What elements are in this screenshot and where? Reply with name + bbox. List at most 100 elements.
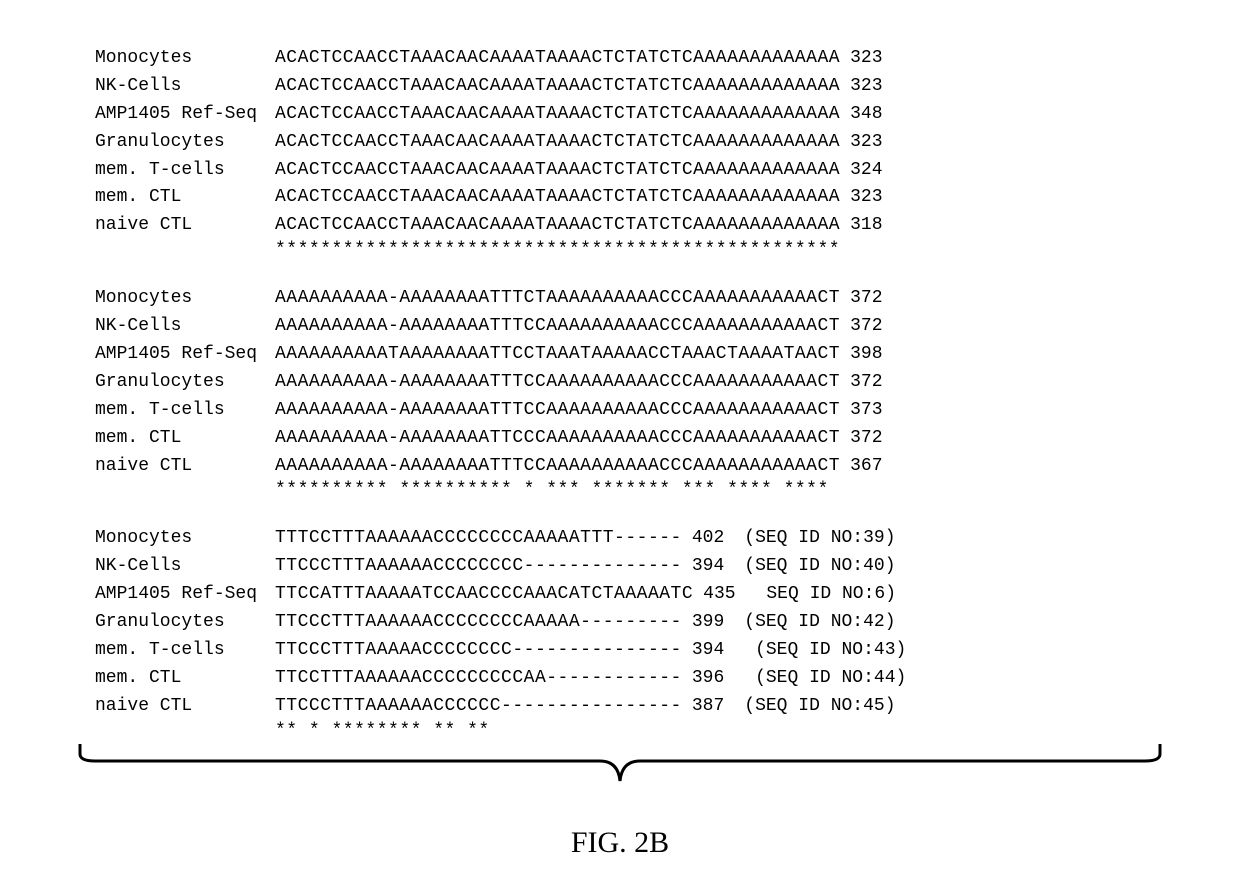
consensus-line: ********** ********** * *** ******* *** … bbox=[275, 480, 1160, 500]
sequence-row: GranulocytesTTCCCTTTAAAAAACCCCCCCCAAAAA-… bbox=[95, 609, 1160, 637]
sequence-label: mem. T-cells bbox=[95, 397, 275, 425]
sequence-label: mem. T-cells bbox=[95, 637, 275, 665]
sequence-position: 399 bbox=[692, 609, 724, 637]
sequence-position: 372 bbox=[850, 313, 882, 341]
sequence-position: 396 bbox=[692, 665, 724, 693]
sequence-text: TTCCTTTAAAAAACCCCCCCCCAA------------ bbox=[275, 665, 682, 693]
sequence-row: mem. T-cellsTTCCCTTTAAAAACCCCCCCC-------… bbox=[95, 637, 1160, 665]
sequence-row: mem. T-cellsACACTCCAACCTAAACAACAAAATAAAA… bbox=[95, 157, 1160, 185]
alignment-block: MonocytesACACTCCAACCTAAACAACAAAATAAAACTC… bbox=[95, 45, 1160, 260]
alignment-block: MonocytesTTTCCTTTAAAAAACCCCCCCCAAAAATTT-… bbox=[95, 525, 1160, 740]
sequence-row: mem. T-cellsAAAAAAAAAA-AAAAAAAATTTCCAAAA… bbox=[95, 397, 1160, 425]
sequence-position: 348 bbox=[850, 101, 882, 129]
sequence-text: TTTCCTTTAAAAAACCCCCCCCAAAAATTT------ bbox=[275, 525, 682, 553]
sequence-label: naive CTL bbox=[95, 212, 275, 240]
sequence-row: NK-CellsTTCCCTTTAAAAAACCCCCCCC----------… bbox=[95, 553, 1160, 581]
sequence-position: 394 bbox=[692, 553, 724, 581]
sequence-text: ACACTCCAACCTAAACAACAAAATAAAACTCTATCTCAAA… bbox=[275, 212, 840, 240]
sequence-position: 394 bbox=[692, 637, 724, 665]
sequence-position: 372 bbox=[850, 425, 882, 453]
sequence-text: TTCCATTTAAAAATCCAACCCCAAACATCTAAAAATC bbox=[275, 581, 693, 609]
sequence-label: mem. CTL bbox=[95, 184, 275, 212]
sequence-label: Monocytes bbox=[95, 525, 275, 553]
sequence-label: NK-Cells bbox=[95, 553, 275, 581]
sequence-row: naive CTLTTCCCTTTAAAAAACCCCCC-----------… bbox=[95, 693, 1160, 721]
sequence-text: TTCCCTTTAAAAAACCCCCCCCAAAAA--------- bbox=[275, 609, 682, 637]
sequence-row: naive CTLACACTCCAACCTAAACAACAAAATAAAACTC… bbox=[95, 212, 1160, 240]
seq-id: (SEQ ID NO:40) bbox=[744, 553, 895, 581]
sequence-text: AAAAAAAAAA-AAAAAAAATTTCCAAAAAAAAAACCCAAA… bbox=[275, 313, 840, 341]
sequence-text: ACACTCCAACCTAAACAACAAAATAAAACTCTATCTCAAA… bbox=[275, 45, 840, 73]
sequence-label: NK-Cells bbox=[95, 313, 275, 341]
sequence-position: 435 bbox=[703, 581, 735, 609]
sequence-text: AAAAAAAAAA-AAAAAAAATTTCCAAAAAAAAAACCCAAA… bbox=[275, 397, 840, 425]
sequence-label: Granulocytes bbox=[95, 129, 275, 157]
seq-id: (SEQ ID NO:44) bbox=[744, 665, 906, 693]
sequence-position: 398 bbox=[850, 341, 882, 369]
sequence-label: AMP1405 Ref-Seq bbox=[95, 581, 275, 609]
sequence-position: 324 bbox=[850, 157, 882, 185]
sequence-text: AAAAAAAAAA-AAAAAAAATTTCCAAAAAAAAAACCCAAA… bbox=[275, 453, 840, 481]
sequence-position: 372 bbox=[850, 369, 882, 397]
sequence-position: 323 bbox=[850, 73, 882, 101]
sequence-row: naive CTLAAAAAAAAAA-AAAAAAAATTTCCAAAAAAA… bbox=[95, 453, 1160, 481]
sequence-row: NK-CellsAAAAAAAAAA-AAAAAAAATTTCCAAAAAAAA… bbox=[95, 313, 1160, 341]
sequence-label: AMP1405 Ref-Seq bbox=[95, 101, 275, 129]
figure-bracket bbox=[70, 739, 1170, 805]
seq-id: (SEQ ID NO:45) bbox=[744, 693, 895, 721]
sequence-label: Monocytes bbox=[95, 285, 275, 313]
sequence-text: AAAAAAAAAATAAAAAAAATTCCTAAATAAAAACCTAAAC… bbox=[275, 341, 840, 369]
sequence-text: ACACTCCAACCTAAACAACAAAATAAAACTCTATCTCAAA… bbox=[275, 157, 840, 185]
sequence-position: 318 bbox=[850, 212, 882, 240]
sequence-row: MonocytesAAAAAAAAAA-AAAAAAAATTTCTAAAAAAA… bbox=[95, 285, 1160, 313]
sequence-row: mem. CTLTTCCTTTAAAAAACCCCCCCCCAA--------… bbox=[95, 665, 1160, 693]
sequence-text: ACACTCCAACCTAAACAACAAAATAAAACTCTATCTCAAA… bbox=[275, 129, 840, 157]
sequence-text: ACACTCCAACCTAAACAACAAAATAAAACTCTATCTCAAA… bbox=[275, 184, 840, 212]
sequence-label: mem. T-cells bbox=[95, 157, 275, 185]
sequence-row: GranulocytesAAAAAAAAAA-AAAAAAAATTTCCAAAA… bbox=[95, 369, 1160, 397]
sequence-label: mem. CTL bbox=[95, 665, 275, 693]
sequence-row: AMP1405 Ref-SeqACACTCCAACCTAAACAACAAAATA… bbox=[95, 101, 1160, 129]
sequence-label: NK-Cells bbox=[95, 73, 275, 101]
sequence-position: 323 bbox=[850, 184, 882, 212]
sequence-label: Granulocytes bbox=[95, 609, 275, 637]
sequence-text: AAAAAAAAAA-AAAAAAAATTTCTAAAAAAAAAACCCAAA… bbox=[275, 285, 840, 313]
sequence-text: TTCCCTTTAAAAAACCCCCC---------------- bbox=[275, 693, 682, 721]
sequence-label: naive CTL bbox=[95, 453, 275, 481]
seq-id: (SEQ ID NO:43) bbox=[744, 637, 906, 665]
sequence-text: AAAAAAAAAA-AAAAAAAATTCCCAAAAAAAAAACCCAAA… bbox=[275, 425, 840, 453]
sequence-row: MonocytesTTTCCTTTAAAAAACCCCCCCCAAAAATTT-… bbox=[95, 525, 1160, 553]
sequence-label: naive CTL bbox=[95, 693, 275, 721]
sequence-text: ACACTCCAACCTAAACAACAAAATAAAACTCTATCTCAAA… bbox=[275, 73, 840, 101]
sequence-row: NK-CellsACACTCCAACCTAAACAACAAAATAAAACTCT… bbox=[95, 73, 1160, 101]
sequence-row: AMP1405 Ref-SeqAAAAAAAAAATAAAAAAAATTCCTA… bbox=[95, 341, 1160, 369]
sequence-label: AMP1405 Ref-Seq bbox=[95, 341, 275, 369]
sequence-position: 323 bbox=[850, 129, 882, 157]
sequence-label: Granulocytes bbox=[95, 369, 275, 397]
sequence-position: 373 bbox=[850, 397, 882, 425]
sequence-text: AAAAAAAAAA-AAAAAAAATTTCCAAAAAAAAAACCCAAA… bbox=[275, 369, 840, 397]
sequence-position: 323 bbox=[850, 45, 882, 73]
seq-id: (SEQ ID NO:42) bbox=[744, 609, 895, 637]
sequence-position: 387 bbox=[692, 693, 724, 721]
sequence-row: MonocytesACACTCCAACCTAAACAACAAAATAAAACTC… bbox=[95, 45, 1160, 73]
consensus-line: ****************************************… bbox=[275, 240, 1160, 260]
consensus-line: ** * ******** ** ** bbox=[275, 721, 1160, 741]
sequence-text: ACACTCCAACCTAAACAACAAAATAAAACTCTATCTCAAA… bbox=[275, 101, 840, 129]
sequence-label: mem. CTL bbox=[95, 425, 275, 453]
sequence-label: Monocytes bbox=[95, 45, 275, 73]
sequence-row: GranulocytesACACTCCAACCTAAACAACAAAATAAAA… bbox=[95, 129, 1160, 157]
alignment-block: MonocytesAAAAAAAAAA-AAAAAAAATTTCTAAAAAAA… bbox=[95, 285, 1160, 500]
sequence-row: mem. CTLACACTCCAACCTAAACAACAAAATAAAACTCT… bbox=[95, 184, 1160, 212]
seq-id: SEQ ID NO:6) bbox=[756, 581, 896, 609]
sequence-row: AMP1405 Ref-SeqTTCCATTTAAAAATCCAACCCCAAA… bbox=[95, 581, 1160, 609]
figure-caption: FIG. 2B bbox=[0, 826, 1240, 860]
sequence-text: TTCCCTTTAAAAACCCCCCCC--------------- bbox=[275, 637, 682, 665]
sequence-position: 402 bbox=[692, 525, 724, 553]
seq-id: (SEQ ID NO:39) bbox=[744, 525, 895, 553]
sequence-row: mem. CTLAAAAAAAAAA-AAAAAAAATTCCCAAAAAAAA… bbox=[95, 425, 1160, 453]
sequence-position: 367 bbox=[850, 453, 882, 481]
sequence-position: 372 bbox=[850, 285, 882, 313]
sequence-text: TTCCCTTTAAAAAACCCCCCCC-------------- bbox=[275, 553, 682, 581]
alignment-figure: MonocytesACACTCCAACCTAAACAACAAAATAAAACTC… bbox=[0, 0, 1240, 741]
